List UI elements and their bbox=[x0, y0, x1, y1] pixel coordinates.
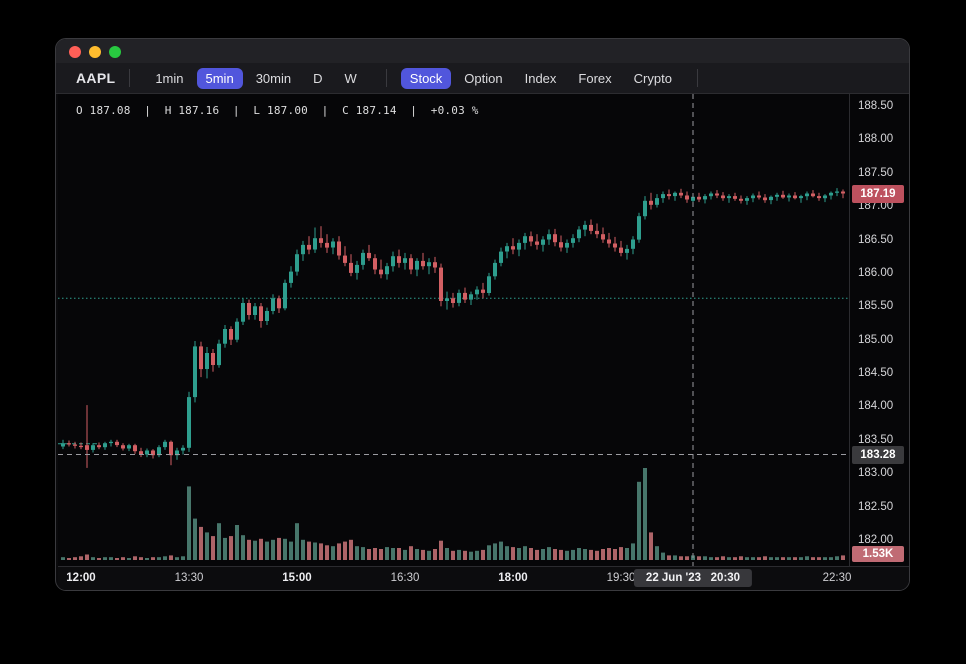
price-tick: 182.50 bbox=[858, 500, 894, 513]
timeframe-button-1min[interactable]: 1min bbox=[155, 70, 184, 86]
market-tab-stock[interactable]: Stock bbox=[400, 67, 452, 89]
price-tick: 182.00 bbox=[858, 534, 894, 546]
toolbar: AAPL 1min 5min 30min D W Stock Option Index For… bbox=[56, 63, 909, 94]
price-tick: 185.00 bbox=[858, 333, 894, 346]
candles bbox=[61, 188, 845, 468]
market-tab-forex[interactable]: Forex bbox=[578, 70, 612, 86]
timeframe-button-w[interactable]: W bbox=[344, 70, 357, 86]
price-tick: 187.00 bbox=[858, 200, 894, 213]
minimize-button[interactable] bbox=[89, 46, 101, 58]
price-tick: 183.50 bbox=[858, 433, 894, 446]
time-tick: 22:30 bbox=[822, 572, 852, 584]
titlebar bbox=[56, 39, 909, 63]
time-tick: 12:00 bbox=[66, 572, 96, 584]
time-tick: 18:00 bbox=[498, 572, 528, 584]
candlestick-chart[interactable] bbox=[58, 94, 849, 566]
time-tick: 19:30 bbox=[606, 572, 636, 584]
price-tick: 187.50 bbox=[858, 166, 894, 179]
time-axis[interactable]: 12:00 13:30 15:00 16:30 18:00 19:30 22:30 22 Ju… bbox=[58, 566, 909, 590]
timeframe-button-5min[interactable]: 5min bbox=[196, 67, 243, 89]
toolbar-divider bbox=[385, 69, 387, 87]
maximize-button[interactable] bbox=[109, 46, 121, 58]
time-tick: 13:30 bbox=[174, 572, 204, 584]
symbol-label: AAPL bbox=[76, 70, 116, 86]
toolbar-divider bbox=[696, 69, 698, 87]
market-group: Stock Option Index Forex Crypto bbox=[399, 67, 683, 89]
market-tab-option[interactable]: Option bbox=[464, 70, 503, 86]
market-tab-crypto[interactable]: Crypto bbox=[633, 70, 672, 86]
time-tick: 16:30 bbox=[390, 572, 420, 584]
app-window: AAPL 1min 5min 30min D W Stock Option Index For… bbox=[55, 38, 910, 591]
price-axis[interactable]: 188.50 188.00 187.50 187.00 186.50 186.00 185.… bbox=[849, 94, 909, 566]
price-tick: 186.50 bbox=[858, 233, 894, 246]
price-tick: 184.50 bbox=[858, 367, 894, 380]
price-tick: 185.50 bbox=[858, 300, 894, 313]
price-tick: 186.00 bbox=[858, 266, 894, 279]
toolbar-divider bbox=[129, 69, 131, 87]
volume-bars bbox=[61, 468, 845, 560]
timeframe-group: 1min 5min 30min D W bbox=[144, 67, 367, 89]
last-price-badge: 187.19 bbox=[852, 184, 904, 203]
price-tick: 188.50 bbox=[858, 100, 894, 112]
crosshair-time-badge: 22 Jun '23 20:30 bbox=[633, 569, 753, 587]
volume-badge: 1.53K bbox=[852, 546, 904, 562]
crosshair bbox=[58, 94, 849, 566]
close-button[interactable] bbox=[69, 46, 81, 58]
timeframe-button-d[interactable]: D bbox=[313, 70, 323, 86]
price-tick: 184.00 bbox=[858, 400, 894, 413]
crosshair-price-badge: 183.28 bbox=[852, 445, 904, 464]
chart-canvas[interactable]: O 187.08 | H 187.16 | L 187.00 | C 187.1… bbox=[58, 94, 849, 566]
time-tick: 15:00 bbox=[282, 572, 312, 584]
market-tab-index[interactable]: Index bbox=[524, 70, 557, 86]
timeframe-button-30min[interactable]: 30min bbox=[255, 70, 292, 86]
price-tick: 188.00 bbox=[858, 133, 894, 146]
price-tick: 183.00 bbox=[858, 467, 894, 480]
ohlc-legend: O 187.08 | H 187.16 | L 187.00 | C 187.1… bbox=[76, 104, 479, 117]
